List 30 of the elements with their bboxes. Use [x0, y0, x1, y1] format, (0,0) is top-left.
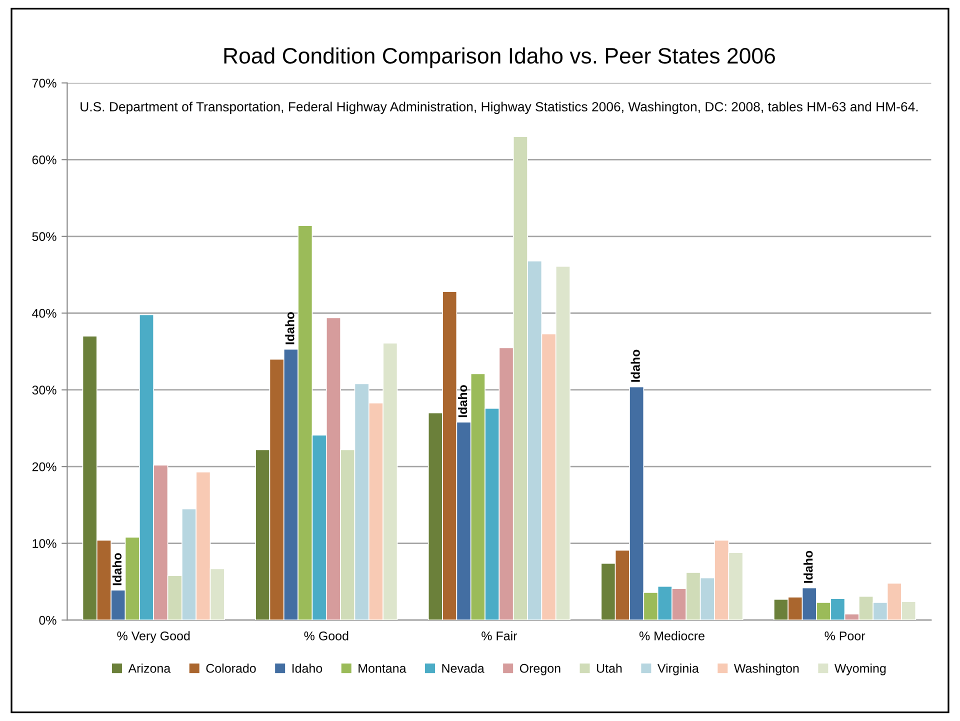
y-tick-label: 10%	[32, 539, 56, 548]
y-tick-label: 70%	[32, 78, 56, 88]
annotation: U.S. Department of Transportation, Federal Highway Administration, Highway Statistics 2006, Washington, DC: 2008, tables HM-63 and HM-64.	[80, 102, 918, 114]
x-tick-label: % Poor	[824, 632, 866, 640]
legend-label: Montana	[358, 664, 406, 673]
x-tick-label: % Mediocre	[639, 631, 704, 640]
annotation: Idaho	[630, 350, 640, 382]
legend-label: Washington	[734, 664, 799, 676]
y-tick-label: 30%	[32, 386, 56, 395]
y-tick-label: 50%	[32, 232, 56, 242]
y-tick-label: 0%	[39, 616, 56, 625]
legend-label: Arizona	[128, 664, 171, 673]
chart-title: Road Condition Comparison Idaho vs. Peer States 2006	[224, 47, 775, 68]
annotation: Idaho	[112, 553, 122, 586]
x-tick-label: % Good	[304, 631, 348, 640]
legend-label: Oregon	[520, 664, 560, 676]
legend-label: Colorado	[206, 664, 256, 673]
y-tick-label: 40%	[32, 308, 56, 318]
y-tick-label: 20%	[32, 462, 56, 472]
legend-label: Utah	[596, 664, 622, 673]
x-tick-label: % Fair	[482, 631, 518, 640]
legend-label: Idaho	[292, 664, 322, 673]
annotation: Idaho	[804, 550, 813, 583]
annotation: Idaho	[285, 312, 294, 344]
y-tick-label: 60%	[32, 155, 56, 164]
legend-label: Virginia	[657, 664, 699, 676]
legend-label: Nevada	[442, 664, 484, 673]
annotation: Idaho	[458, 385, 468, 418]
x-tick-label: % Very Good	[117, 631, 190, 643]
legend-label: Wyoming	[834, 664, 886, 676]
